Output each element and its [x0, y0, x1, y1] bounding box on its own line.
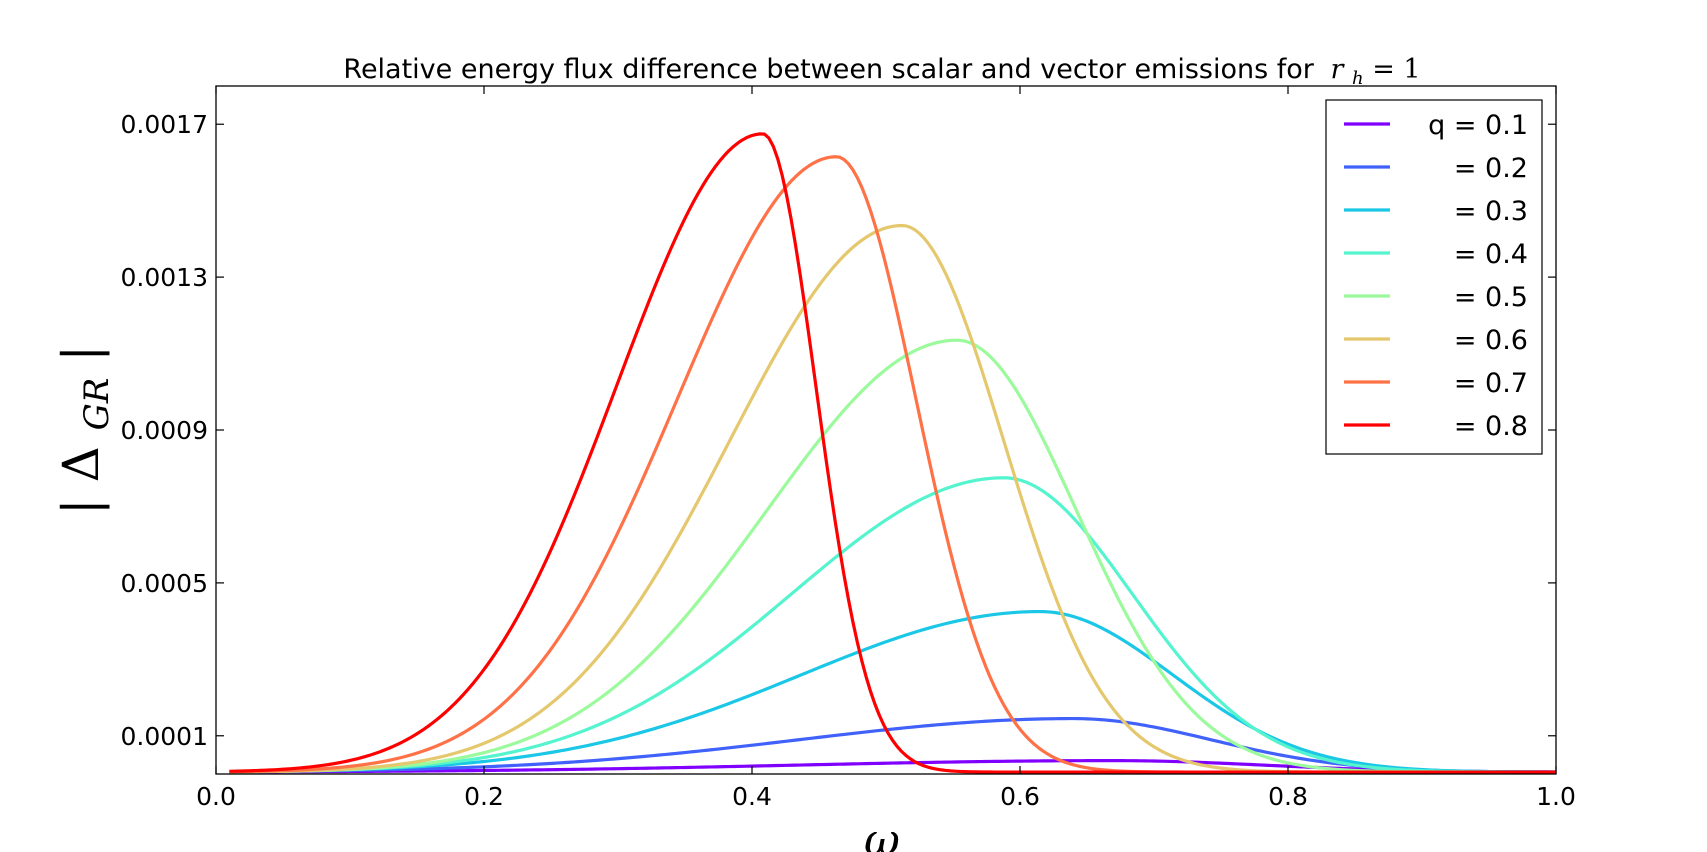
chart-title: Relative energy flux difference between … — [343, 54, 1420, 91]
legend-label-2: = 0.3 — [1454, 196, 1528, 227]
series-line-4 — [229, 338, 1556, 774]
legend-label-4: = 0.5 — [1454, 282, 1528, 313]
legend-label-6: = 0.7 — [1454, 368, 1528, 399]
x-tick-label-3: 0.6 — [1000, 782, 1040, 811]
y-tick-label-2: 0.0009 — [121, 416, 208, 445]
series-line-2 — [229, 609, 1556, 774]
x-tick-label-1: 0.2 — [464, 782, 504, 811]
ylabel-bar-right: | — [52, 345, 110, 362]
ylabel-symbol: Δ — [52, 446, 110, 482]
series-layer — [229, 132, 1556, 774]
x-tick-label-4: 0.8 — [1268, 782, 1308, 811]
legend-label-1: = 0.2 — [1454, 153, 1528, 184]
legend: q = 0.1 = 0.2 = 0.3 = 0.4 = 0.5 = 0.6 = … — [1325, 99, 1543, 455]
legend-items: q = 0.1 = 0.2 = 0.3 = 0.4 = 0.5 = 0.6 = … — [1344, 110, 1528, 442]
legend-label-3: = 0.4 — [1454, 239, 1528, 270]
y-tick-label-4: 0.0017 — [121, 110, 208, 139]
legend-label-7: = 0.8 — [1454, 411, 1528, 442]
title-math-var: r — [1331, 54, 1346, 85]
legend-label-5: = 0.6 — [1454, 325, 1528, 356]
y-tick-label-0: 0.0001 — [121, 722, 208, 751]
legend-label-0: q = 0.1 — [1428, 110, 1528, 141]
plot-frame — [215, 85, 1557, 775]
series-line-7 — [229, 132, 1556, 774]
y-axis-label: | Δ GR | — [52, 345, 120, 515]
x-tick-label-0: 0.0 — [196, 782, 236, 811]
series-line-3 — [229, 476, 1556, 774]
x-axis-label: ω — [864, 815, 900, 852]
y-tick-label-3: 0.0013 — [121, 263, 208, 292]
legend-frame — [1325, 99, 1543, 455]
x-tick-label-2: 0.4 — [732, 782, 772, 811]
title-math-sub: h — [1352, 68, 1364, 89]
series-line-1 — [229, 716, 1556, 774]
y-tick-label-1: 0.0005 — [121, 569, 208, 598]
title-math-rest: = 1 — [1372, 54, 1420, 85]
ylabel-bar-left: | — [52, 498, 110, 515]
x-tick-label-5: 1.0 — [1536, 782, 1576, 811]
title-text: Relative energy flux difference between … — [343, 54, 1314, 85]
ylabel-sub: GR — [77, 378, 117, 431]
svg-text:| Δ GR |: | Δ GR | — [52, 345, 120, 515]
ticks-layer: 0.0 0.2 0.4 0.6 0.8 1.0 0.0001 0.0005 0.0009 0.00… — [121, 86, 1576, 811]
